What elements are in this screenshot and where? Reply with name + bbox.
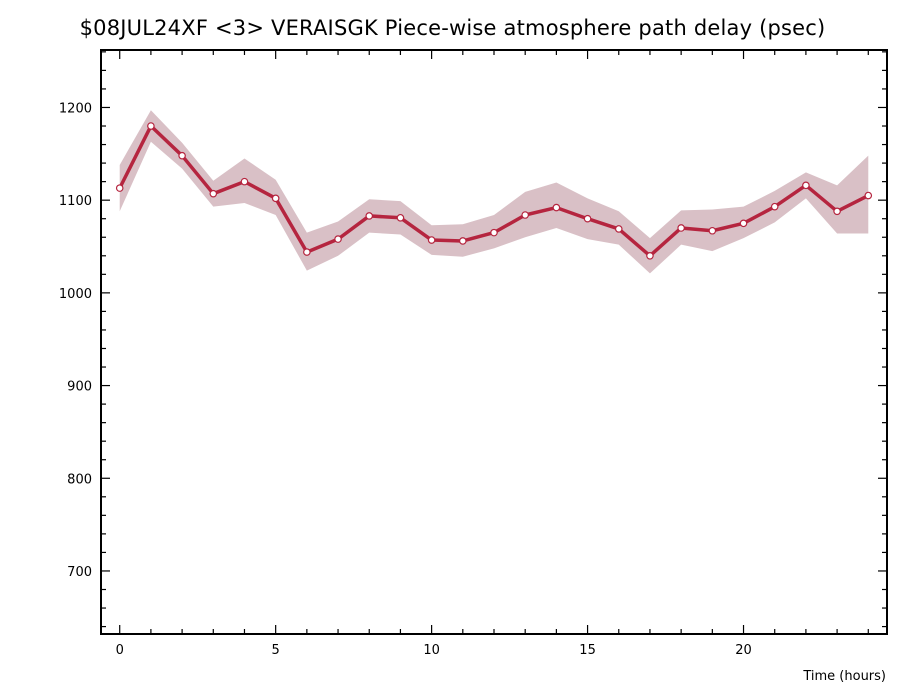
y-tick-label: 1100 [59, 194, 92, 209]
data-point [552, 203, 561, 212]
x-tick-label: 0 [116, 643, 124, 658]
y-tick-label: 1000 [59, 287, 92, 302]
data-point [459, 237, 467, 245]
data-point [334, 235, 342, 243]
error-band [119, 110, 869, 274]
data-point [147, 122, 155, 130]
data-point [739, 219, 748, 228]
x-tick-label: 15 [579, 643, 596, 658]
data-point [178, 151, 186, 160]
plot-frame [100, 49, 888, 635]
data-point [708, 226, 717, 235]
data-point [427, 236, 436, 244]
data-point [240, 177, 249, 186]
data-point [271, 194, 280, 203]
data-point [677, 224, 685, 232]
data-point [521, 211, 529, 219]
chart-title: $08JUL24XF <3> VERAISGK Piece-wise atmos… [79, 16, 826, 40]
data-point [583, 214, 592, 223]
y-tick-label: 800 [67, 472, 92, 487]
data-point [646, 251, 654, 260]
x-tick-label: 20 [735, 643, 752, 658]
y-tick-label: 1200 [59, 101, 92, 116]
x-tick-label: 10 [423, 643, 440, 658]
x-tick-label: 5 [272, 643, 280, 658]
y-tick-label: 700 [67, 565, 92, 580]
data-point [802, 181, 810, 190]
data-point [833, 207, 841, 216]
data-point [614, 225, 623, 233]
data-point [770, 202, 779, 211]
data-point [864, 191, 873, 200]
data-point [303, 248, 311, 256]
data-point [115, 184, 124, 192]
data-point [209, 189, 218, 198]
y-tick-label: 900 [67, 380, 92, 395]
data-point [396, 213, 405, 222]
data-point [365, 212, 374, 220]
x-axis-label: Time (hours) [802, 669, 886, 684]
data-point [490, 228, 498, 237]
